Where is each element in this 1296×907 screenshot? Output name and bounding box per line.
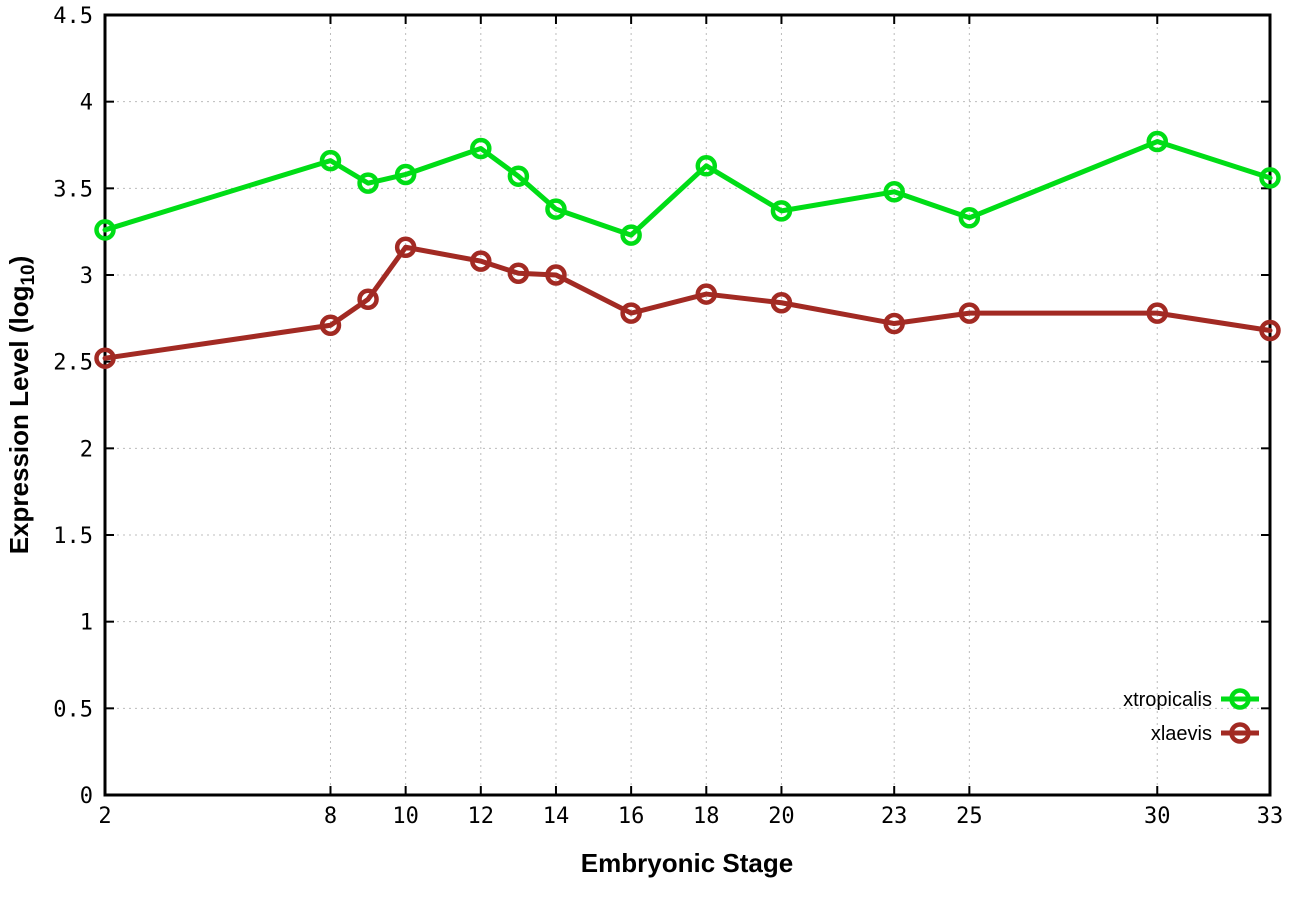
data-point-xtropicalis — [507, 165, 530, 187]
x-tick-label: 33 — [1257, 804, 1284, 829]
x-tick-label: 20 — [768, 804, 795, 829]
x-tick-label: 23 — [881, 804, 908, 829]
y-tick-label: 1 — [80, 611, 93, 636]
x-tick-label: 2 — [98, 804, 111, 829]
data-point-xlaevis — [94, 347, 116, 369]
y-tick-label: 4 — [80, 91, 93, 116]
data-point-xlaevis — [958, 302, 981, 324]
x-tick-label: 30 — [1144, 804, 1171, 829]
y-axis-label-subscript: 10 — [18, 264, 40, 286]
data-point-xtropicalis — [958, 207, 981, 229]
data-point-xlaevis — [883, 312, 905, 335]
data-point-xtropicalis — [770, 200, 793, 222]
y-axis-label-main: Expression Level (log — [4, 285, 34, 555]
y-axis-label-close: ) — [4, 255, 34, 265]
data-point-xlaevis — [357, 288, 379, 311]
data-point-xlaevis — [620, 302, 642, 324]
data-point-xlaevis — [507, 262, 530, 285]
y-tick-label: 2.5 — [53, 351, 93, 376]
data-point-xtropicalis — [319, 149, 342, 172]
data-point-xtropicalis — [357, 172, 379, 194]
legend-sample-marker-xtropicalis — [1229, 688, 1251, 710]
legend-label-xlaevis: xlaevis — [1151, 723, 1212, 745]
x-tick-label: 12 — [468, 804, 495, 829]
data-point-xtropicalis — [1259, 167, 1281, 189]
legend-label-xtropicalis: xtropicalis — [1123, 689, 1212, 711]
data-point-xlaevis — [394, 236, 417, 259]
data-point-xlaevis — [1259, 319, 1281, 342]
data-point-xtropicalis — [470, 137, 492, 160]
data-point-xlaevis — [319, 314, 342, 337]
data-point-xtropicalis — [1146, 130, 1169, 153]
data-point-xlaevis — [545, 264, 567, 286]
data-point-xtropicalis — [94, 219, 116, 241]
y-tick-label: 4.5 — [53, 4, 93, 29]
plot-border — [103, 13, 1272, 797]
data-point-xtropicalis — [883, 181, 905, 203]
y-tick-label: 1.5 — [53, 524, 93, 549]
data-point-xtropicalis — [394, 163, 417, 186]
data-point-xlaevis — [770, 291, 793, 314]
series-line-xlaevis — [102, 244, 1273, 361]
x-tick-label: 14 — [543, 804, 570, 829]
x-tick-label: 10 — [392, 804, 419, 829]
data-point-xtropicalis — [695, 155, 718, 177]
x-tick-label: 16 — [618, 804, 645, 829]
x-tick-label: 18 — [693, 804, 720, 829]
y-tick-label: 2 — [80, 437, 93, 462]
y-tick-label: 0 — [80, 784, 93, 809]
y-tick-label: 3 — [80, 264, 93, 289]
data-point-xlaevis — [695, 283, 718, 305]
data-point-xlaevis — [1146, 302, 1169, 324]
y-tick-label: 3.5 — [53, 177, 93, 202]
y-tick-label: 0.5 — [53, 697, 93, 722]
data-point-xlaevis — [470, 250, 492, 272]
y-axis-label: Expression Level (log10) — [4, 256, 40, 555]
x-tick-label: 8 — [324, 804, 337, 829]
x-tick-label: 25 — [956, 804, 983, 829]
legend-sample-marker-xlaevis — [1229, 722, 1251, 744]
data-point-xtropicalis — [620, 224, 642, 246]
data-point-xtropicalis — [545, 198, 567, 220]
x-axis-label: Embryonic Stage — [580, 848, 794, 878]
